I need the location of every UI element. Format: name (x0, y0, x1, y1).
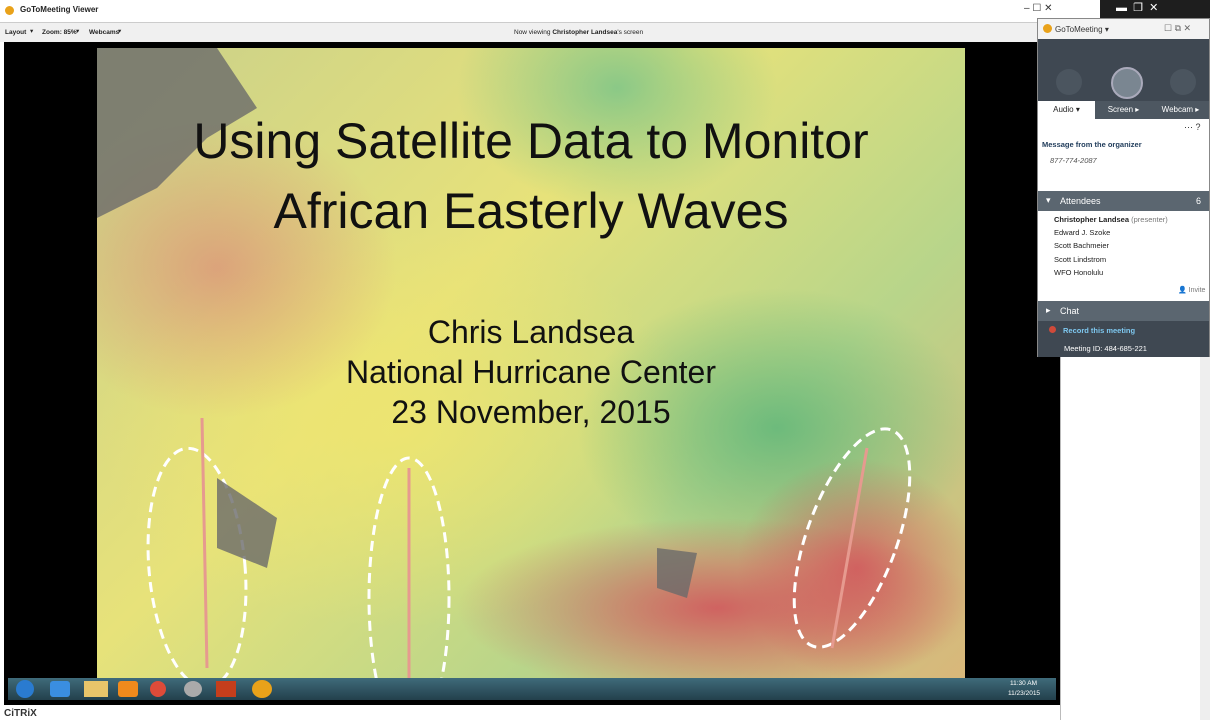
taskbar-icon[interactable] (252, 680, 272, 698)
attendee: Edward J. Szoke (1054, 228, 1111, 237)
toolbar: Layout ▾ Zoom: 85% ▾ Webcams ▾ Now viewing … (0, 23, 1060, 42)
taskbar-icon[interactable] (50, 681, 70, 697)
taskbar-icon[interactable] (150, 681, 166, 697)
audio-controls (1038, 39, 1209, 101)
footer-brand: CiTRiX (4, 708, 37, 719)
phone-button[interactable] (1056, 69, 1082, 95)
scrollbar[interactable] (1200, 357, 1210, 720)
label: Invite (1188, 287, 1206, 294)
webcams-menu[interactable]: Webcams (89, 29, 120, 36)
attendees-header[interactable]: ▾ Attendees 6 (1038, 191, 1209, 211)
start-button[interactable] (16, 680, 34, 698)
window-title: GoToMeeting Viewer (20, 5, 99, 14)
slide-title-line: African Easterly Waves (273, 183, 789, 239)
app-menu[interactable]: GoToMeeting ▾ (1055, 25, 1109, 34)
attendees-count: 6 (1196, 196, 1202, 206)
attendee: Christopher Landsea (presenter) (1054, 215, 1168, 224)
clock-date: 11/23/2015 (1008, 690, 1041, 697)
app-icon (5, 6, 14, 15)
host-controls: ▬ ❐ ✕ (1100, 0, 1210, 18)
viewing-prefix: Now viewing (514, 29, 551, 36)
background-window (1060, 357, 1210, 720)
slide: Using Satellite Data to Monitor African … (97, 48, 965, 678)
attendee: Scott Lindstrom (1054, 255, 1107, 264)
label: GoToMeeting (1055, 25, 1103, 34)
control-panel: GoToMeeting ▾ ☐ ⧉ ✕ Audio ▾ Screen ▸ Web… (1037, 18, 1210, 357)
attendee: Scott Bachmeier (1054, 241, 1110, 250)
viewing-suffix: 's screen (617, 29, 644, 36)
meeting-id: Meeting ID: 484-685-221 (1064, 344, 1147, 353)
label: Christopher Landsea (1054, 215, 1130, 224)
layout-menu[interactable]: Layout (5, 29, 27, 36)
label: Webcam (1161, 105, 1194, 114)
chat-header[interactable]: ▸ Chat (1038, 301, 1209, 321)
slide-organization: National Hurricane Center (346, 354, 716, 390)
viewing-status: Now viewing Christopher Landsea's screen (514, 29, 643, 36)
clock-time: 11:30 AM (1010, 680, 1037, 687)
panel-header: GoToMeeting ▾ ☐ ⧉ ✕ (1038, 19, 1209, 39)
chat-title: Chat (1060, 306, 1080, 316)
slide-date: 23 November, 2015 (391, 394, 671, 430)
webcam-button[interactable] (1170, 69, 1196, 95)
attendee: WFO Honolulu (1054, 268, 1104, 277)
attendees-title: Attendees (1060, 196, 1101, 206)
taskbar-icon[interactable] (216, 681, 236, 697)
map-overlay (97, 48, 912, 678)
taskbar-icon[interactable] (118, 681, 138, 697)
record-button[interactable]: Record this meeting (1063, 326, 1136, 335)
more-button[interactable]: ⋯ ? (1184, 122, 1201, 132)
tab[interactable]: Audio ▾ (1038, 101, 1095, 119)
label: Screen (1107, 105, 1134, 114)
message-title: Message from the organizer (1042, 140, 1142, 149)
label: Audio (1053, 105, 1074, 114)
message: 877-774-2087 (1050, 156, 1097, 165)
title-bar: GoToMeeting Viewer – ☐ ✕ (0, 0, 1060, 23)
screen-button[interactable] (1111, 67, 1143, 99)
invite-button[interactable]: 👤 Invite (1178, 287, 1206, 294)
tab[interactable]: Webcam ▸ (1161, 105, 1200, 114)
tab[interactable]: Screen ▸ (1107, 105, 1140, 114)
app-icon (1043, 24, 1052, 33)
presenter-name: Christopher Landsea (552, 29, 618, 36)
slide-author: Chris Landsea (427, 314, 635, 350)
taskbar: 11:30 AM 11/23/2015 (8, 678, 1056, 700)
zoom-menu[interactable]: Zoom: 85% (42, 29, 77, 36)
label: (presenter) (1131, 215, 1168, 224)
taskbar-icon[interactable] (84, 681, 108, 697)
window-controls[interactable]: – ☐ ✕ (1024, 3, 1053, 14)
record-icon (1049, 326, 1056, 333)
panel-footer: Record this meeting Meeting ID: 484-685-… (1038, 321, 1209, 357)
slide-title-line: Using Satellite Data to Monitor (193, 113, 869, 169)
tab-bar: Audio ▾ Screen ▸ Webcam ▸ (1038, 101, 1209, 119)
taskbar-icon[interactable] (184, 681, 202, 697)
